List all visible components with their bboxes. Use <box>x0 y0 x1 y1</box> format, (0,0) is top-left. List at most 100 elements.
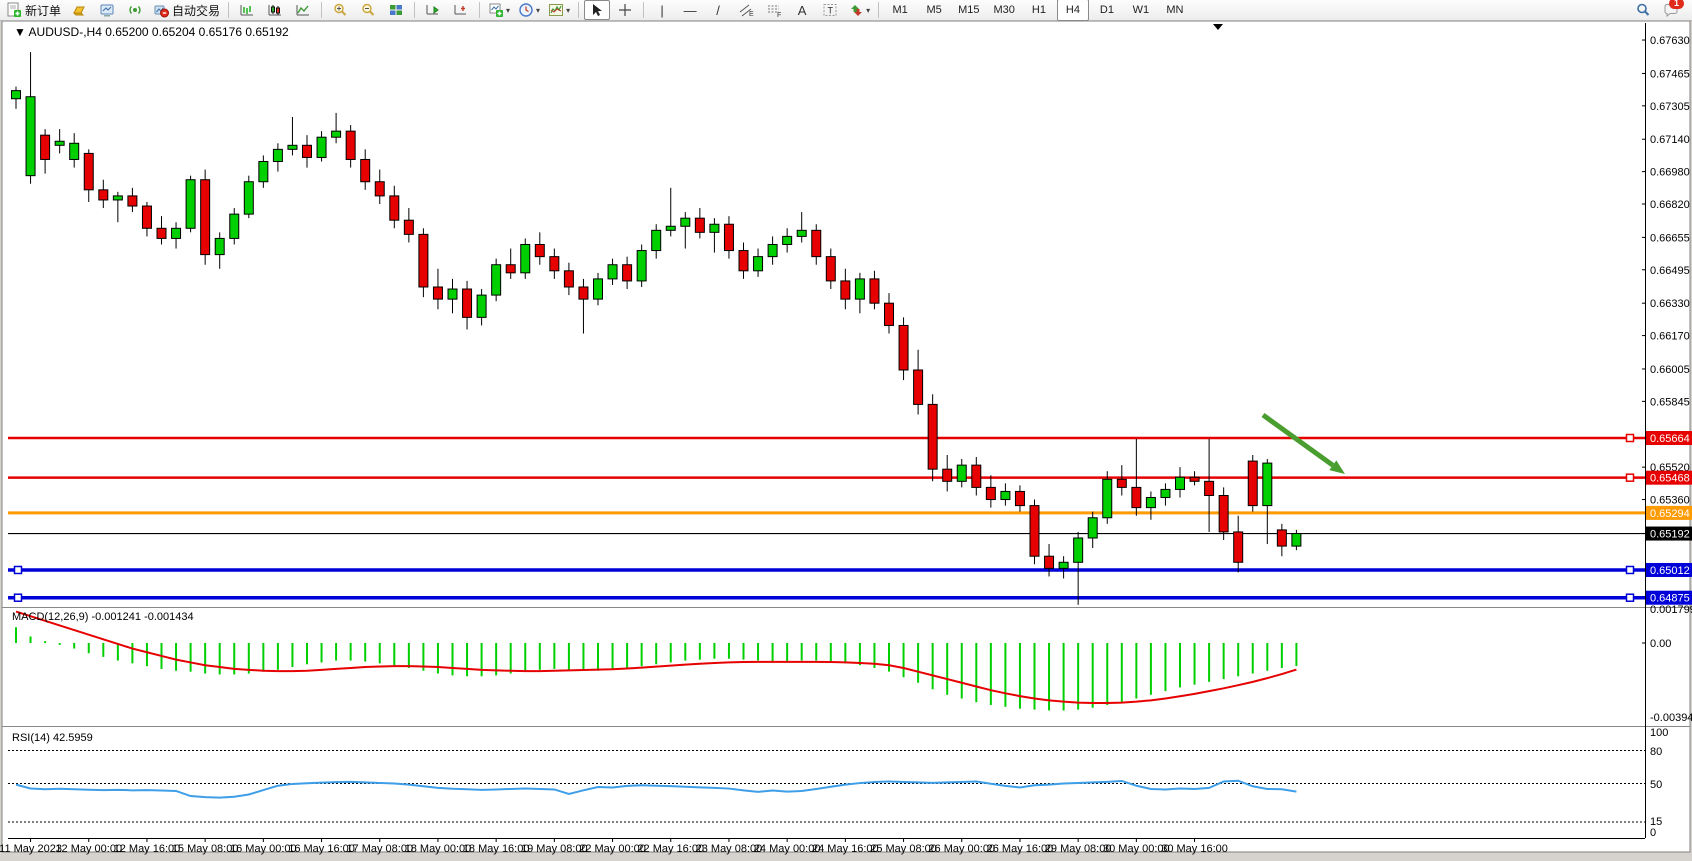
channel-tool-button[interactable]: E <box>733 0 759 20</box>
zoom-in-button[interactable] <box>327 0 353 20</box>
text-tool-button[interactable]: A <box>789 0 815 20</box>
time-axis-label: 16 May 00:00 <box>230 843 297 855</box>
line-handle[interactable] <box>1625 565 1635 575</box>
line-handle[interactable] <box>1625 433 1635 443</box>
horizontal-line-tool-button[interactable]: — <box>677 0 703 20</box>
candle <box>665 187 676 237</box>
timeframe-button-m1[interactable]: M1 <box>892 4 908 16</box>
candle <box>243 175 254 219</box>
timeframe-button-d1[interactable]: D1 <box>1099 4 1114 16</box>
vertical-line-tool-button[interactable]: | <box>649 0 675 20</box>
candle-body <box>1218 494 1229 533</box>
hline-0.65294[interactable]: 0.65294 <box>8 505 1692 520</box>
chart-shift-button[interactable] <box>448 0 474 20</box>
fibonacci-tool-button[interactable]: F <box>761 0 787 20</box>
new-chart-icon <box>488 2 504 18</box>
candle <box>447 278 458 314</box>
candle <box>651 224 662 259</box>
hline-0.65192[interactable]: 0.65192 <box>8 526 1692 541</box>
candle-body <box>985 486 996 501</box>
hline-0.64875[interactable]: 0.64875 <box>8 590 1692 605</box>
line-handle[interactable] <box>1625 593 1635 602</box>
bar-chart-icon <box>239 2 255 18</box>
line-chart-button[interactable] <box>290 0 316 20</box>
price-axis-label: 0.66495 <box>1650 265 1690 277</box>
candle <box>869 270 880 310</box>
trendline-tool-button[interactable]: / <box>705 0 731 20</box>
hline-0.65664[interactable]: 0.65664 <box>8 431 1692 445</box>
search-button[interactable] <box>1630 0 1656 20</box>
chart-window <box>1 20 1691 853</box>
time-axis-label: 12 May 16:00 <box>114 843 181 855</box>
candle-body <box>141 205 152 229</box>
candle <box>127 187 138 213</box>
arrows-tool-button[interactable]: ▾ <box>845 0 873 20</box>
candle <box>520 238 531 279</box>
candle-body <box>1102 478 1113 519</box>
time-axis-label: 22 May 16:00 <box>637 843 704 855</box>
price-axis-label: 0.67630 <box>1650 35 1690 47</box>
time-axis-label: 26 May 16:00 <box>987 843 1054 855</box>
market-watch-button[interactable] <box>94 0 120 20</box>
candle-body <box>1189 476 1200 482</box>
candle-body <box>462 288 473 318</box>
signals-button[interactable] <box>122 0 148 20</box>
candle-body <box>403 219 414 235</box>
candle-body <box>229 213 240 239</box>
candle <box>1044 544 1055 577</box>
tile-windows-button[interactable] <box>383 0 409 20</box>
timeframe-button-m5[interactable]: M5 <box>926 4 942 16</box>
dropdown-arrow-icon: ▾ <box>506 5 511 15</box>
crosshair-icon <box>617 2 633 18</box>
candle <box>25 52 36 184</box>
candlestick-chart-button[interactable] <box>262 0 288 20</box>
periods-button[interactable]: ▾ <box>515 0 543 20</box>
zoom-out-button[interactable] <box>355 0 381 20</box>
candle-body <box>40 134 51 160</box>
candle <box>302 135 312 168</box>
timeframe-button-mn[interactable]: MN <box>1166 4 1184 16</box>
chart-shift-icon <box>453 2 469 18</box>
timeframe-button-w1[interactable]: W1 <box>1132 4 1150 16</box>
dropdown-arrow-icon: ▾ <box>566 5 571 15</box>
line-handle[interactable] <box>13 565 23 575</box>
new-chart-button[interactable]: ▾ <box>485 0 513 20</box>
candle <box>1073 531 1084 605</box>
line-handle[interactable] <box>13 593 23 602</box>
candle <box>753 248 764 277</box>
candle <box>1262 459 1273 545</box>
cursor-tool-button[interactable] <box>584 0 611 20</box>
line-handle[interactable] <box>1625 473 1635 482</box>
notifications-button[interactable]: 1 <box>1658 0 1684 20</box>
candle <box>811 224 822 265</box>
autotrade-button[interactable]: 自动交易 <box>150 0 223 20</box>
timeframe-group: M1 M5 M15 M30 H1 H4 D1 W1 MN <box>883 0 1192 21</box>
candle <box>563 262 574 296</box>
separator <box>228 2 230 18</box>
time-axis-label: 12 May 00:00 <box>55 843 122 855</box>
timeframe-button-m15[interactable]: M15 <box>958 4 980 16</box>
new-order-button[interactable]: 新订单 <box>3 0 64 20</box>
candle-body <box>1116 478 1127 488</box>
trend-arrow-annotation[interactable] <box>1261 412 1345 474</box>
timeframe-button-h1[interactable]: H1 <box>1031 4 1046 16</box>
candle-body <box>898 324 909 371</box>
timeframe-button-h4[interactable]: H4 <box>1056 0 1089 21</box>
candle-body <box>1175 476 1185 490</box>
bar-chart-button[interactable] <box>234 0 260 20</box>
crosshair-tool-button[interactable] <box>612 0 638 20</box>
timeframe-button-m30[interactable]: M30 <box>993 4 1015 16</box>
gold-button[interactable] <box>66 0 92 20</box>
hline-0.65012[interactable]: 0.65012 <box>8 562 1692 577</box>
label-tool-button[interactable]: T <box>817 0 843 20</box>
hline-0.65468[interactable]: 0.65468 <box>8 470 1692 485</box>
indicators-button[interactable]: ▾ <box>545 0 573 20</box>
macd-axis-label: 0.00 <box>1650 638 1671 650</box>
time-axis-label: 23 May 08:00 <box>696 843 763 855</box>
auto-scroll-button[interactable] <box>420 0 446 20</box>
separator <box>643 2 645 18</box>
price-axis-label: 0.65845 <box>1650 396 1690 408</box>
dropdown-arrow-icon: ▾ <box>866 5 871 15</box>
price-tag-label: 0.65294 <box>1650 508 1690 520</box>
